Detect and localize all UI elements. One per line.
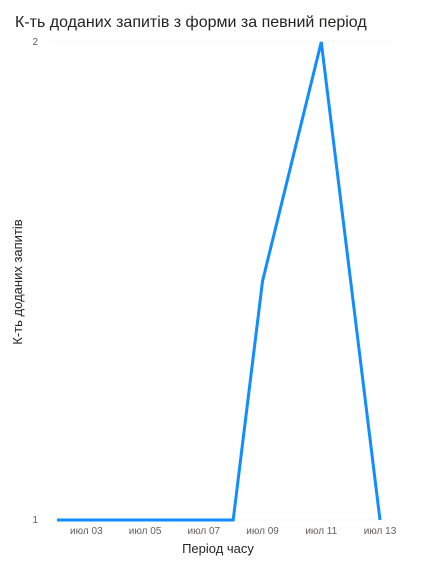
x-tick-label: июл 13 — [364, 526, 397, 537]
y-tick-label: 1 — [32, 515, 38, 526]
series-line — [57, 41, 382, 522]
x-tick-label: июл 03 — [70, 526, 103, 537]
y-axis-ticks: 12 — [32, 37, 38, 526]
y-tick-label: 2 — [32, 37, 38, 48]
gridlines — [53, 41, 390, 521]
y-axis-title: К-ть доданих запитів — [10, 219, 25, 344]
series-layer — [57, 41, 382, 522]
x-tick-label: июл 11 — [305, 526, 337, 537]
chart-title: К-ть доданих запитів з форми за певний п… — [15, 14, 367, 31]
x-tick-label: июл 07 — [188, 526, 221, 537]
x-tick-label: июл 09 — [246, 526, 279, 537]
x-axis-ticks: июл 03 июл 05 июл 07 июл 09 июл 11 июл 13 — [70, 526, 397, 537]
x-tick-label: июл 05 — [129, 526, 162, 537]
x-axis-title: Період часу — [182, 541, 254, 556]
